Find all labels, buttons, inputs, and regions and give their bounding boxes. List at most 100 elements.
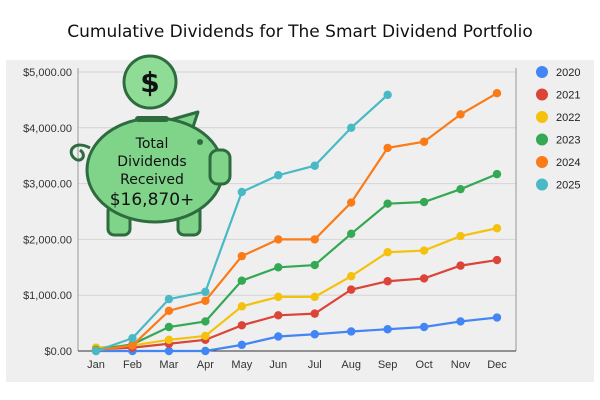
- data-point-2025: [346, 123, 356, 132]
- x-tick-label: Feb: [123, 359, 142, 371]
- x-tick-label: Jul: [308, 359, 322, 371]
- piggy-tail: [69, 143, 91, 162]
- legend-label-2024: 2024: [556, 157, 580, 169]
- data-point-2022: [492, 224, 502, 233]
- data-point-2023: [383, 199, 392, 208]
- legend-marker-2022: [536, 111, 548, 123]
- data-point-2024: [346, 198, 356, 207]
- legend-label-2020: 2020: [556, 67, 580, 79]
- series-line-2021: [95, 258, 498, 351]
- data-point-2022: [346, 272, 356, 281]
- data-point-2023: [237, 276, 247, 285]
- data-point-2023: [274, 263, 283, 272]
- data-point-2021: [419, 274, 429, 283]
- data-point-2020: [201, 346, 210, 356]
- data-point-2024: [237, 251, 247, 261]
- y-tick-label: $5,000.00: [23, 67, 72, 79]
- data-point-2023: [201, 317, 210, 326]
- data-point-2022: [310, 292, 319, 302]
- data-point-2020: [274, 332, 283, 341]
- data-point-2021: [456, 261, 465, 270]
- data-point-2020: [164, 346, 174, 356]
- piggy-text-line2: Dividends: [117, 154, 186, 170]
- legend-label-2022: 2022: [556, 112, 580, 124]
- data-point-2024: [310, 235, 319, 244]
- data-point-2022: [383, 248, 392, 257]
- coin-symbol: $: [140, 66, 159, 99]
- data-point-2024: [201, 296, 210, 305]
- x-tick-label: Dec: [487, 359, 507, 371]
- data-point-2025: [383, 90, 392, 100]
- data-point-2020: [310, 330, 319, 339]
- data-point-2020: [492, 313, 502, 322]
- data-point-2020: [237, 340, 247, 350]
- data-point-2025: [91, 346, 101, 356]
- series-line-2023: [95, 173, 498, 351]
- data-point-2020: [383, 325, 392, 334]
- data-point-2025: [128, 333, 137, 343]
- data-point-2021: [274, 311, 283, 320]
- data-point-2020: [419, 322, 429, 332]
- data-point-2022: [274, 292, 283, 302]
- x-tick-label: Aug: [341, 359, 361, 371]
- data-point-2024: [274, 235, 283, 244]
- data-point-2025: [164, 294, 174, 304]
- data-point-2024: [128, 341, 137, 350]
- x-tick-label: Mar: [159, 359, 178, 371]
- piggy-eye: [197, 139, 203, 145]
- data-point-2025: [201, 287, 210, 297]
- y-tick-label: $1,000.00: [23, 290, 72, 302]
- data-point-2024: [456, 110, 465, 119]
- piggy-snout: [208, 148, 232, 186]
- data-point-2023: [419, 197, 429, 207]
- piggy-text-line1: Total: [135, 136, 169, 152]
- data-point-2021: [237, 321, 247, 330]
- legend-label-2023: 2023: [556, 135, 580, 147]
- x-tick-label: Apr: [197, 359, 214, 371]
- x-tick-label: Jun: [269, 359, 287, 371]
- chart-title: Cumulative Dividends for The Smart Divid…: [67, 22, 533, 42]
- series-lines: [91, 89, 502, 356]
- data-point-2022: [237, 302, 247, 311]
- series-line-2020: [96, 316, 498, 353]
- coin-icon: [122, 54, 178, 110]
- data-point-2025: [274, 171, 283, 180]
- series-line-2024: [95, 92, 498, 352]
- legend-label-2025: 2025: [556, 180, 580, 192]
- x-tick-label: Jan: [87, 359, 105, 371]
- chart-panel: [6, 60, 594, 382]
- y-tick-label: $0.00: [44, 346, 72, 358]
- legend-marker-2025: [536, 178, 548, 191]
- x-tick-label: Oct: [416, 359, 433, 371]
- data-point-2025: [310, 161, 319, 170]
- data-point-2024: [164, 306, 174, 316]
- legend-marker-2024: [536, 156, 548, 168]
- x-tick-label: May: [231, 359, 252, 371]
- series-line-2022: [95, 227, 498, 349]
- legend-marker-2021: [536, 88, 548, 101]
- data-point-2023: [346, 229, 356, 239]
- piggy-bank-graphic: $ Total Dividends Received $16,870+: [69, 54, 232, 237]
- axes: $0.00 $1,000.00 $2,000.00 $3,000.00 $4,000.0…: [23, 67, 517, 371]
- x-tick-label: Nov: [451, 359, 471, 371]
- data-point-2021: [310, 309, 319, 318]
- legend-marker-2023: [536, 133, 548, 146]
- legend-marker-2020: [536, 66, 548, 78]
- data-point-2025: [237, 187, 247, 197]
- data-point-2023: [310, 260, 319, 270]
- data-point-2022: [419, 246, 429, 255]
- y-tick-label: $4,000.00: [23, 123, 72, 135]
- data-point-2020: [456, 317, 465, 326]
- piggy-text-line3: Received: [120, 172, 184, 188]
- x-tick-label: Sep: [378, 359, 398, 371]
- data-point-2021: [492, 255, 502, 265]
- data-point-2022: [164, 335, 174, 345]
- data-point-2023: [456, 184, 465, 194]
- data-point-2024: [383, 143, 392, 153]
- piggy-coin-slot: [135, 116, 169, 122]
- data-point-2020: [346, 327, 356, 336]
- data-point-2023: [164, 322, 174, 332]
- data-point-2022: [201, 331, 210, 341]
- piggy-total-amount: $16,870+: [110, 190, 195, 210]
